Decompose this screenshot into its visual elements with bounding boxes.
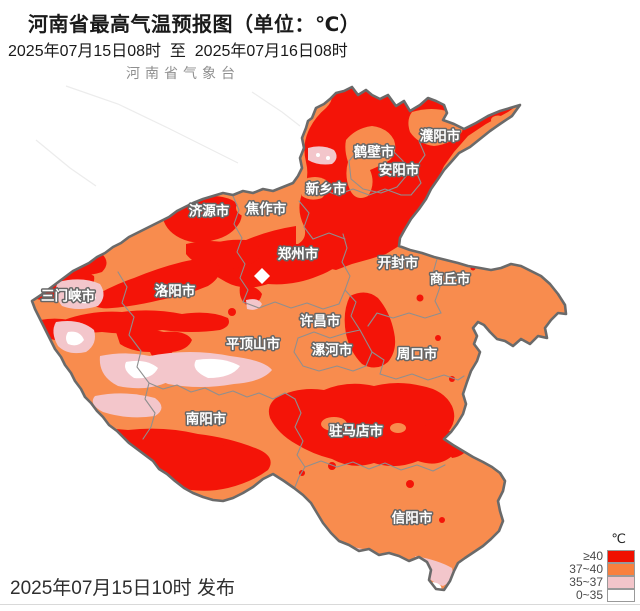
forecast-date-range: 2025年07月15日08时 至 2025年07月16日08时: [8, 43, 348, 60]
city-label: 安阳市: [379, 162, 420, 178]
legend-label: 0~35: [575, 588, 603, 602]
city-label: 平顶山市: [226, 336, 280, 352]
bottom-divider: [0, 604, 640, 605]
legend-label: 37~40: [569, 562, 603, 576]
legend-row: ≥40: [569, 549, 635, 563]
legend-swatch: [607, 562, 635, 576]
legend-row: 35~37: [569, 575, 635, 589]
city-label: 三门峡市: [41, 288, 95, 304]
legend-swatch: [607, 588, 635, 602]
city-label: 漯河市: [312, 342, 353, 358]
city-label: 许昌市: [300, 313, 341, 329]
legend-label: ≥40: [583, 549, 603, 563]
release-time: 2025年07月15日10时 发布: [10, 578, 235, 599]
legend-swatch: [607, 575, 635, 589]
neighbor-border-hints: [35, 85, 301, 187]
agency-watermark: 河南省气象台: [126, 66, 240, 82]
city-label: 南阳市: [186, 411, 227, 427]
city-label: 驻马店市: [329, 423, 383, 439]
city-label: 济源市: [189, 203, 230, 219]
city-label: 开封市: [378, 255, 419, 271]
temperature-legend: ℃ ≥40 37~40 35~37 0~35: [569, 531, 635, 602]
city-label: 周口市: [397, 346, 438, 362]
district-borders: [117, 126, 465, 488]
legend-row: 37~40: [569, 562, 635, 576]
page-title: 河南省最高气温预报图（单位：℃）: [28, 14, 361, 36]
city-label: 鹤壁市: [354, 144, 395, 160]
city-label: 濮阳市: [420, 128, 461, 144]
legend-label: 35~37: [569, 575, 603, 589]
legend-swatch: [607, 549, 635, 563]
city-label: 新乡市: [306, 181, 347, 197]
legend-rows: ≥40 37~40 35~37 0~35: [569, 549, 635, 602]
city-label: 商丘市: [430, 271, 471, 287]
legend-unit: ℃: [611, 531, 626, 546]
legend-row: 0~35: [569, 588, 635, 602]
city-label: 焦作市: [245, 201, 287, 217]
city-label: 信阳市: [392, 510, 433, 526]
city-label: 郑州市: [278, 246, 319, 262]
city-label: 洛阳市: [155, 283, 196, 299]
